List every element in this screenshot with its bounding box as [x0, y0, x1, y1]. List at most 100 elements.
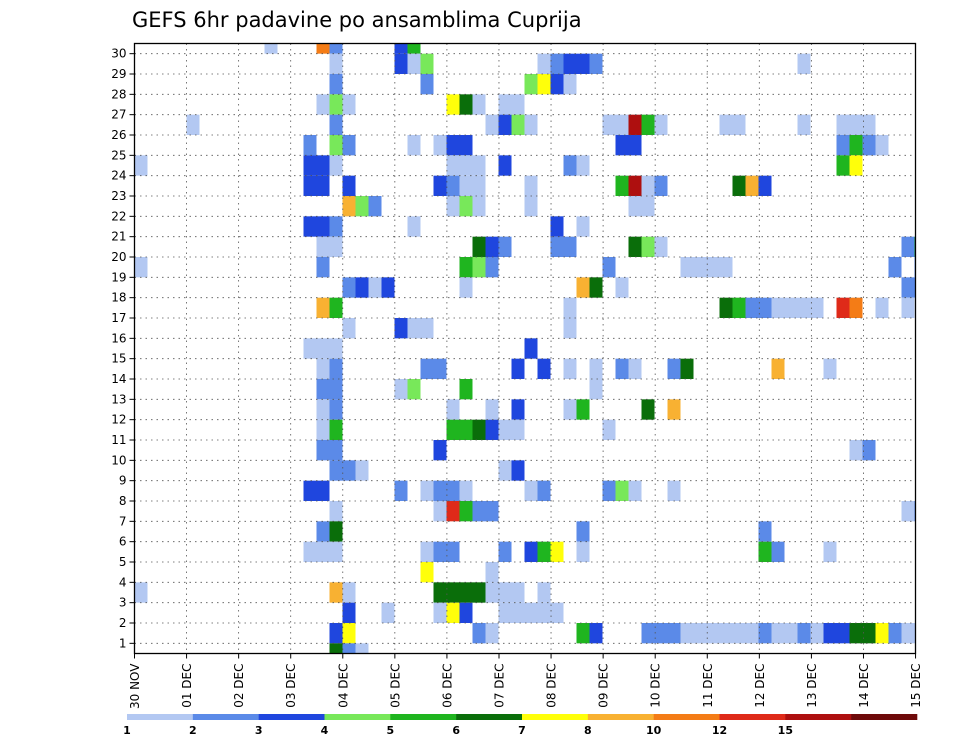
- y-tick-label: 10: [111, 453, 126, 467]
- heatmap-cell: [628, 236, 642, 257]
- heatmap-cell: [303, 338, 317, 359]
- heatmap-cell: [654, 175, 668, 196]
- heatmap-cell: [407, 318, 421, 339]
- heatmap-cell: [485, 623, 499, 644]
- y-tick-label: 28: [111, 87, 126, 101]
- heatmap-cell: [628, 114, 642, 135]
- heatmap-cell: [485, 114, 499, 135]
- heatmap-cell: [446, 399, 460, 420]
- data-cells: [134, 43, 916, 654]
- x-tick-label: 07 DEC: [492, 664, 506, 708]
- heatmap-cell: [134, 155, 148, 176]
- heatmap-cell: [680, 358, 694, 379]
- heatmap-cell: [459, 419, 473, 440]
- y-axis: 1234567891011121314151617181920212223242…: [111, 47, 135, 650]
- heatmap-cell: [719, 297, 733, 318]
- heatmap-cell: [446, 480, 460, 501]
- heatmap-cell: [329, 155, 343, 176]
- plot-frame: [133, 42, 917, 655]
- y-tick-label: 29: [111, 67, 126, 81]
- heatmap-cell: [615, 114, 629, 135]
- heatmap-cell: [303, 216, 317, 237]
- heatmap-cell: [849, 623, 863, 644]
- heatmap-cell: [524, 480, 538, 501]
- heatmap-cell: [797, 114, 811, 135]
- heatmap-cell: [342, 196, 356, 217]
- colorbar-swatch: [851, 714, 918, 720]
- heatmap-cell: [589, 379, 603, 400]
- heatmap-cell: [836, 297, 850, 318]
- heatmap-cell: [485, 399, 499, 420]
- heatmap-cell: [849, 114, 863, 135]
- heatmap-cell: [680, 257, 694, 278]
- grid-lines: [134, 43, 916, 654]
- heatmap-cell: [342, 643, 356, 654]
- heatmap-cell: [433, 501, 447, 522]
- heatmap-cell: [472, 582, 486, 603]
- heatmap-cell: [355, 196, 369, 217]
- heatmap-cell: [628, 358, 642, 379]
- heatmap-cell: [394, 379, 408, 400]
- heatmap-cell: [459, 582, 473, 603]
- x-tick-label: 12 DEC: [753, 664, 767, 708]
- heatmap-cell: [563, 53, 577, 74]
- heatmap-cell: [355, 460, 369, 481]
- y-tick-label: 13: [111, 392, 126, 406]
- heatmap-cell: [329, 643, 343, 654]
- colorbar-label: 5: [387, 724, 395, 737]
- heatmap-cell: [303, 480, 317, 501]
- heatmap-cell: [563, 399, 577, 420]
- heatmap-cell: [550, 53, 564, 74]
- heatmap-cell: [459, 196, 473, 217]
- heatmap-cell: [329, 541, 343, 562]
- heatmap-cell: [602, 257, 616, 278]
- colorbar-swatch: [456, 714, 523, 720]
- heatmap-cell: [602, 114, 616, 135]
- heatmap-cell: [342, 175, 356, 196]
- heatmap-cell: [810, 623, 824, 644]
- heatmap-cell: [407, 135, 421, 156]
- heatmap-cell: [420, 318, 434, 339]
- heatmap-cell: [394, 480, 408, 501]
- heatmap-cell: [511, 399, 525, 420]
- x-tick-label: 01 DEC: [180, 664, 194, 708]
- heatmap-cell: [498, 155, 512, 176]
- x-tick-label: 30 NOV: [128, 663, 142, 709]
- heatmap-cell: [823, 541, 837, 562]
- heatmap-cell: [641, 196, 655, 217]
- heatmap-cell: [134, 257, 148, 278]
- heatmap-cell: [511, 602, 525, 623]
- heatmap-cell: [433, 602, 447, 623]
- heatmap-cell: [329, 114, 343, 135]
- heatmap-cell: [498, 419, 512, 440]
- y-tick-label: 27: [111, 108, 126, 122]
- heatmap-cell: [511, 419, 525, 440]
- heatmap-cell: [316, 236, 330, 257]
- y-tick-label: 26: [111, 128, 126, 142]
- heatmap-cell: [368, 196, 382, 217]
- heatmap-cell: [511, 460, 525, 481]
- heatmap-cell: [537, 582, 551, 603]
- heatmap-cell: [654, 623, 668, 644]
- heatmap-cell: [849, 155, 863, 176]
- heatmap-cell: [771, 623, 785, 644]
- heatmap-cell: [849, 440, 863, 461]
- heatmap-cell: [875, 623, 889, 644]
- heatmap-cell: [511, 358, 525, 379]
- heatmap-cell: [316, 399, 330, 420]
- y-tick-label: 21: [111, 230, 126, 244]
- heatmap-cell: [888, 623, 902, 644]
- y-tick-label: 14: [111, 372, 126, 386]
- heatmap-cell: [342, 94, 356, 115]
- heatmap-cell: [875, 297, 889, 318]
- heatmap-cell: [329, 623, 343, 644]
- heatmap-cell: [342, 277, 356, 298]
- heatmap-cell: [732, 297, 746, 318]
- heatmap-cell: [862, 623, 876, 644]
- heatmap-cell: [628, 135, 642, 156]
- heatmap-cell: [771, 297, 785, 318]
- heatmap-cell: [342, 582, 356, 603]
- heatmap-cell: [446, 94, 460, 115]
- heatmap-cell: [732, 175, 746, 196]
- heatmap-cell: [446, 196, 460, 217]
